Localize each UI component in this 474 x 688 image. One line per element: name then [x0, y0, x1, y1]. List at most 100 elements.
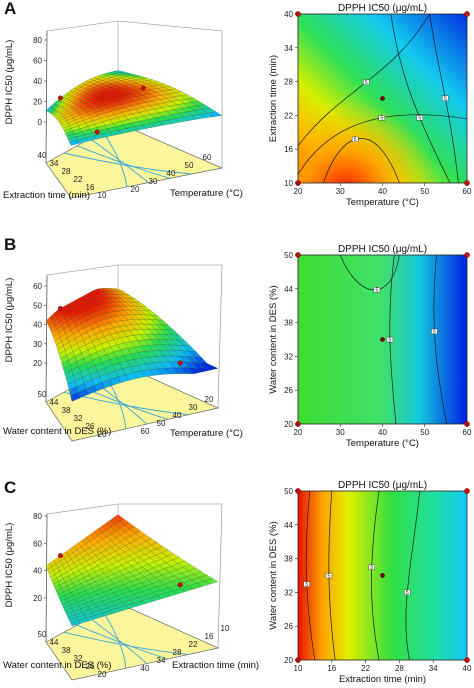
x-tick-label: 34 [429, 664, 438, 673]
contour-panel-b: 5 5 5 20 30 40 50 60 20 26 32 38 44 50 DPPH IC50 (μg/m… [268, 244, 472, 449]
chart-title: DPPH IC50 (μg/mL) [338, 3, 427, 14]
contour-flag [386, 336, 394, 343]
contour-panel-a: 5 5 5 5 5 20 30 40 50 60 10 16 22 28 34 40 DPPH IC50 (μg… [268, 3, 472, 208]
x-tick-label: 40 [167, 169, 176, 178]
x-tick-label: 60 [203, 153, 212, 162]
y-tick-label: 38 [284, 555, 293, 564]
contour-flag-label: 5 [328, 573, 331, 579]
y-tick-label: 40 [38, 151, 47, 160]
y-axis-title: Water content in DES (%) [268, 521, 279, 629]
x-tick-label: 30 [336, 187, 345, 196]
z-tick-label: 0 [38, 118, 43, 127]
surface-cell [113, 70, 124, 73]
x-tick-label: 10 [294, 664, 303, 673]
y-tick-label: 20 [98, 670, 107, 679]
design-point [380, 96, 385, 101]
design-point [57, 95, 63, 101]
x-tick-label: 40 [141, 664, 150, 673]
z-tick-label: 50 [33, 301, 42, 310]
floor-contour-line [89, 617, 148, 664]
x-tick-label: 10 [221, 624, 230, 633]
box-frame-back [46, 503, 223, 649]
x-tick-label: 30 [149, 177, 158, 186]
floor-contour-line [76, 145, 171, 179]
design-point [57, 305, 63, 311]
y-tick-label: 20 [98, 430, 107, 439]
z-tick-label: 30 [33, 340, 42, 349]
plot-layer: A B C 80 60 40 20 0 DPPH IC50 (μg/mL) 20 30 40 50 60 4… [3, 0, 472, 685]
x-tick-label: 40 [378, 187, 387, 196]
contour-flag-label: 5 [354, 137, 357, 143]
y-tick-label: 32 [74, 654, 83, 663]
y-tick-label: 32 [284, 352, 293, 361]
x-tick-label: 16 [327, 664, 336, 673]
z-tick-label: 60 [33, 539, 42, 548]
y-tick-label: 26 [86, 662, 95, 671]
design-point [464, 252, 470, 258]
y-tick-label: 44 [284, 285, 293, 294]
x-tick-label: 60 [141, 427, 150, 436]
x-axis-title: Temperature (°C) [170, 428, 243, 439]
contour-line [328, 490, 336, 661]
y-tick-label: 34 [284, 44, 293, 53]
x-tick-label: 50 [157, 419, 166, 428]
z-tick-label: 20 [33, 594, 42, 603]
x-tick-label: 40 [378, 428, 387, 437]
contour-flag [303, 581, 310, 587]
y-axis-title: Water content in DES (%) [268, 285, 279, 393]
z-axis-title: DPPH IC50 (μg/mL) [4, 278, 15, 363]
box-frame-back [46, 20, 223, 168]
x-tick-label: 40 [173, 411, 182, 420]
contour-flag-label: 5 [389, 337, 392, 343]
y-tick-label: 50 [284, 487, 293, 496]
design-point [177, 582, 183, 588]
y-axis-title: Water content in DES (%) [3, 426, 111, 437]
y-tick-label: 20 [284, 656, 293, 665]
contour-line [389, 254, 397, 425]
x-tick-label: 28 [173, 648, 182, 657]
y-tick-label: 16 [284, 145, 293, 154]
design-point [57, 553, 63, 559]
surface-cell [113, 288, 124, 292]
x-tick-label: 20 [131, 185, 140, 194]
y-tick-label: 44 [284, 521, 293, 530]
contour-flag-label: 5 [444, 96, 447, 102]
contour-flag [368, 564, 375, 570]
y-tick-label: 50 [38, 630, 47, 639]
contour-line [405, 490, 421, 661]
floor-contour-line [89, 138, 149, 183]
y-tick-label: 22 [284, 111, 293, 120]
x-axis-title: Temperature (°C) [170, 188, 243, 199]
x-tick-label: 16 [205, 632, 214, 641]
z-tick-label: 60 [33, 282, 42, 291]
x-axis-title: Extraction time (min) [339, 674, 426, 685]
x-tick-label: 50 [420, 187, 429, 196]
contour-flag-label: 5 [305, 582, 308, 588]
z-axis-line [45, 513, 48, 643]
z-tick-label: 40 [33, 321, 42, 330]
chart-title: DPPH IC50 (μg/mL) [338, 244, 427, 255]
contour-flag [378, 115, 386, 121]
x-tick-label: 30 [189, 403, 198, 412]
y-axis-title: Water content in DES (%) [3, 660, 111, 671]
design-point [464, 488, 470, 494]
box-frame-back [46, 264, 223, 409]
z-tick-label: 40 [33, 567, 42, 576]
contour-flag-label: 5 [375, 288, 378, 294]
floor-contour-line [102, 610, 127, 669]
z-tick-label: 80 [33, 512, 42, 521]
z-tick-label: 40 [33, 77, 42, 86]
surface-panel-c: 80 60 40 20 DPPH IC50 (μg/mL) 40 34 28 22 16 10 504… [3, 503, 259, 681]
y-tick-label: 34 [50, 159, 59, 168]
x-tick-label: 30 [336, 428, 345, 437]
panel-label-a: A [4, 0, 16, 18]
design-point [177, 360, 183, 366]
contour-flag [325, 572, 333, 579]
z-axis-title: DPPH IC50 (μg/mL) [4, 40, 15, 125]
surface-mesh [45, 70, 223, 146]
contour-line [390, 13, 451, 184]
contour-line [297, 114, 468, 175]
x-tick-label: 20 [294, 187, 303, 196]
y-tick-label: 26 [86, 422, 95, 431]
